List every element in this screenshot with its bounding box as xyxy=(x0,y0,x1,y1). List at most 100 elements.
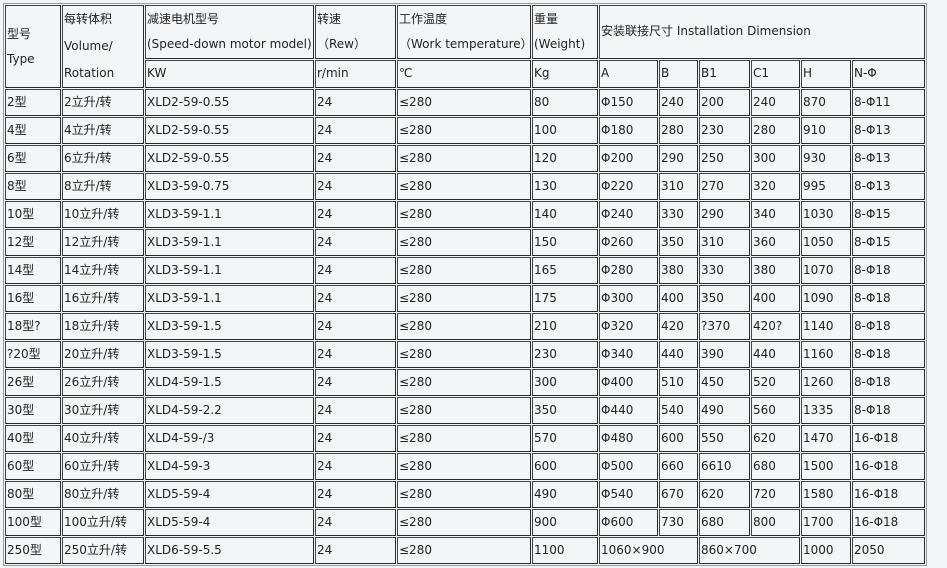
table-cell: 8-Φ11 xyxy=(852,89,925,116)
table-cell: Φ540 xyxy=(599,481,658,508)
header-col-n-phi: N-Φ xyxy=(852,59,925,88)
table-cell: 240 xyxy=(659,89,698,116)
header-speed: 转速 （Rew） xyxy=(315,5,396,59)
table-cell: 330 xyxy=(659,201,698,228)
table-cell: XLD4-59-/3 xyxy=(145,425,314,452)
table-cell: Φ300 xyxy=(599,285,658,312)
table-cell: 80 xyxy=(532,89,598,116)
specs-table: 型号 Type 每转体积 Volume/Rotation 减速电机型号 (Speed-… xyxy=(3,3,927,566)
table-cell: 600 xyxy=(659,425,698,452)
table-cell: 1700 xyxy=(801,509,851,536)
table-cell: 2立升/转 xyxy=(62,89,144,116)
table-cell: 1470 xyxy=(801,425,851,452)
table-cell: 350 xyxy=(699,285,750,312)
table-cell: ≤280 xyxy=(397,537,531,564)
table-cell: XLD3-59-1.5 xyxy=(145,313,314,340)
table-cell: 450 xyxy=(699,369,750,396)
table-cell: 350 xyxy=(532,397,598,424)
table-cell: 320 xyxy=(751,173,800,200)
table-cell: XLD2-59-0.55 xyxy=(145,89,314,116)
table-cell: 1580 xyxy=(801,481,851,508)
table-cell: 600 xyxy=(532,453,598,480)
table-cell: ≤280 xyxy=(397,89,531,116)
table-cell: 280 xyxy=(659,117,698,144)
table-cell: 8-Φ18 xyxy=(852,341,925,368)
table-row: 6型 6立升/转 XLD2-59-0.55 24 ≤280 120 Φ200 290 250 30… xyxy=(5,145,925,172)
table-cell: 540 xyxy=(659,397,698,424)
table-cell: 570 xyxy=(532,425,598,452)
table-cell: ≤280 xyxy=(397,481,531,508)
table-cell: 24 xyxy=(315,117,396,144)
table-cell: 6610 xyxy=(699,453,750,480)
table-cell: 14立升/转 xyxy=(62,257,144,284)
table-cell: 20立升/转 xyxy=(62,341,144,368)
table-cell: 1140 xyxy=(801,313,851,340)
table-cell: 1000 xyxy=(801,537,851,564)
table-cell: ≤280 xyxy=(397,285,531,312)
table-cell: 230 xyxy=(532,341,598,368)
table-cell: 16型 xyxy=(5,285,61,312)
table-cell: 1260 xyxy=(801,369,851,396)
header-temp: 工作温度 （Work temperature） xyxy=(397,5,531,59)
table-cell: XLD5-59-4 xyxy=(145,509,314,536)
table-cell: Φ280 xyxy=(599,257,658,284)
table-cell: Φ200 xyxy=(599,145,658,172)
table-cell: XLD3-59-0.75 xyxy=(145,173,314,200)
header-weight: 重量 (Weight) xyxy=(532,5,598,59)
table-cell: 1060×900 xyxy=(599,537,698,564)
table-cell: 1160 xyxy=(801,341,851,368)
header-col-b1: B1 xyxy=(699,59,750,88)
table-cell: 2050 xyxy=(852,537,925,564)
table-cell: 10型 xyxy=(5,201,61,228)
table-cell: 1100 xyxy=(532,537,598,564)
table-cell: 100立升/转 xyxy=(62,509,144,536)
table-cell: ≤280 xyxy=(397,145,531,172)
table-cell: 310 xyxy=(659,173,698,200)
table-cell: 24 xyxy=(315,397,396,424)
table-cell: 360 xyxy=(751,229,800,256)
table-cell: 870 xyxy=(801,89,851,116)
table-cell: 1070 xyxy=(801,257,851,284)
table-cell: Φ480 xyxy=(599,425,658,452)
table-cell: 390 xyxy=(699,341,750,368)
table-cell: 130 xyxy=(532,173,598,200)
table-cell: 330 xyxy=(699,257,750,284)
table-cell: 16-Φ18 xyxy=(852,481,925,508)
table-cell: 400 xyxy=(659,285,698,312)
table-cell: XLD4-59-2.2 xyxy=(145,397,314,424)
table-row: 100型 100立升/转 XLD5-59-4 24 ≤280 900 Φ600 730 680 8… xyxy=(5,509,925,536)
table-cell: XLD5-59-4 xyxy=(145,481,314,508)
table-cell: 150 xyxy=(532,229,598,256)
table-cell: 900 xyxy=(532,509,598,536)
table-cell: 24 xyxy=(315,257,396,284)
table-cell: 420 xyxy=(659,313,698,340)
table-cell: 270 xyxy=(699,173,750,200)
header-col-h: H xyxy=(801,59,851,88)
table-cell: Φ240 xyxy=(599,201,658,228)
table-cell: XLD4-59-3 xyxy=(145,453,314,480)
table-cell: 6立升/转 xyxy=(62,145,144,172)
table-row: 4型 4立升/转 XLD2-59-0.55 24 ≤280 100 Φ180 280 230 28… xyxy=(5,117,925,144)
table-cell: 8-Φ18 xyxy=(852,257,925,284)
table-cell: 24 xyxy=(315,481,396,508)
header-volume: 每转体积 Volume/Rotation xyxy=(62,5,144,88)
table-cell: 30立升/转 xyxy=(62,397,144,424)
table-cell: ≤280 xyxy=(397,173,531,200)
table-row: 8型 8立升/转 XLD3-59-0.75 24 ≤280 130 Φ220 310 270 32… xyxy=(5,173,925,200)
header-temp-unit: ℃ xyxy=(397,59,531,88)
table-cell: 560 xyxy=(751,397,800,424)
table-cell: 440 xyxy=(751,341,800,368)
table-cell: 4立升/转 xyxy=(62,117,144,144)
table-cell: 24 xyxy=(315,453,396,480)
table-cell: 24 xyxy=(315,145,396,172)
table-cell: 24 xyxy=(315,173,396,200)
table-cell: 300 xyxy=(532,369,598,396)
header-motor-unit: KW xyxy=(145,59,314,88)
table-cell: XLD2-59-0.55 xyxy=(145,145,314,172)
table-cell: 800 xyxy=(751,509,800,536)
table-row: 80型 80立升/转 XLD5-59-4 24 ≤280 490 Φ540 670 620 720… xyxy=(5,481,925,508)
table-cell: XLD2-59-0.55 xyxy=(145,117,314,144)
table-cell: 8-Φ15 xyxy=(852,229,925,256)
table-cell: Φ320 xyxy=(599,313,658,340)
table-cell: 620 xyxy=(751,425,800,452)
